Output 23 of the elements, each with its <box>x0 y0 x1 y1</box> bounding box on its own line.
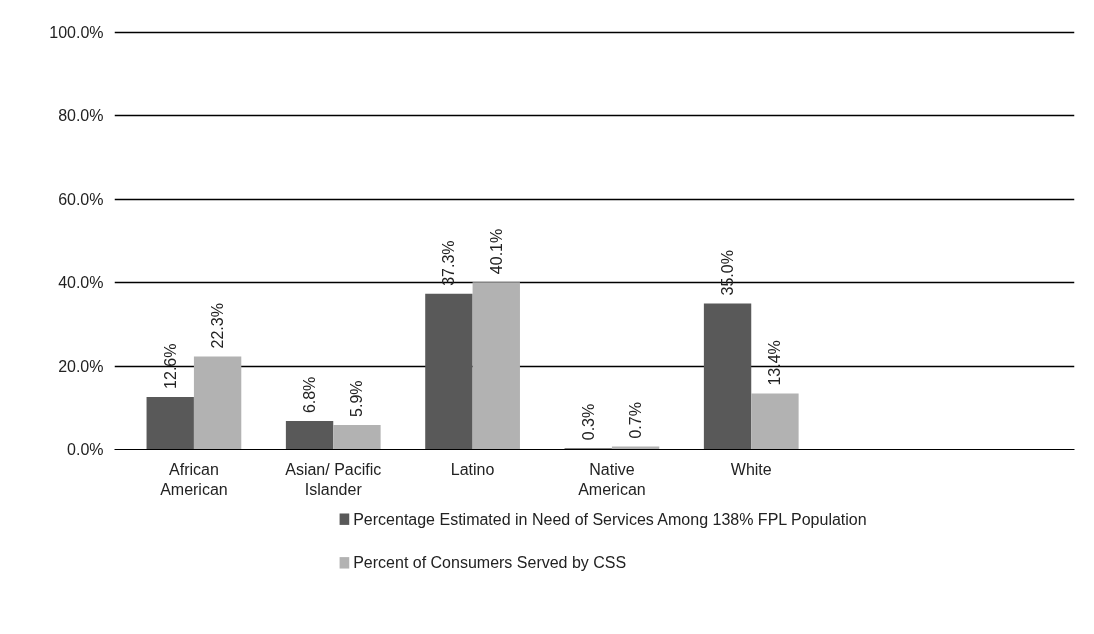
legend-label: Percent of Consumers Served by CSS <box>353 554 627 572</box>
legend-label: Percentage Estimated in Need of Services Among 138% FPL Population <box>353 510 867 528</box>
y-tick-label: 100.0% <box>49 23 104 41</box>
data-label: 13.4% <box>766 340 784 386</box>
x-tick-label: Asian/ Pacific Islander <box>285 460 382 498</box>
y-tick-label: 60.0% <box>58 190 104 208</box>
data-label: 40.1% <box>487 228 505 275</box>
data-label: 35.0% <box>719 250 737 296</box>
y-tick-label: 0.0% <box>67 441 104 458</box>
data-label: 6.8% <box>301 376 319 414</box>
data-label: 22.3% <box>209 303 227 349</box>
y-tick-label: 40.0% <box>58 274 104 292</box>
data-label: 5.9% <box>348 380 366 417</box>
y-tick-label: 80.0% <box>58 107 104 125</box>
x-tick-label: White <box>730 460 772 478</box>
data-label: 12.6% <box>161 343 179 389</box>
x-tick-label: Native American <box>578 460 646 498</box>
data-label: 0.3% <box>579 403 597 441</box>
y-tick-label: 20.0% <box>58 357 104 375</box>
data-label: 37.3% <box>440 240 458 286</box>
x-tick-label: African American <box>160 460 228 498</box>
data-label: 0.7% <box>627 402 645 439</box>
x-tick-label: Latino <box>450 460 495 478</box>
